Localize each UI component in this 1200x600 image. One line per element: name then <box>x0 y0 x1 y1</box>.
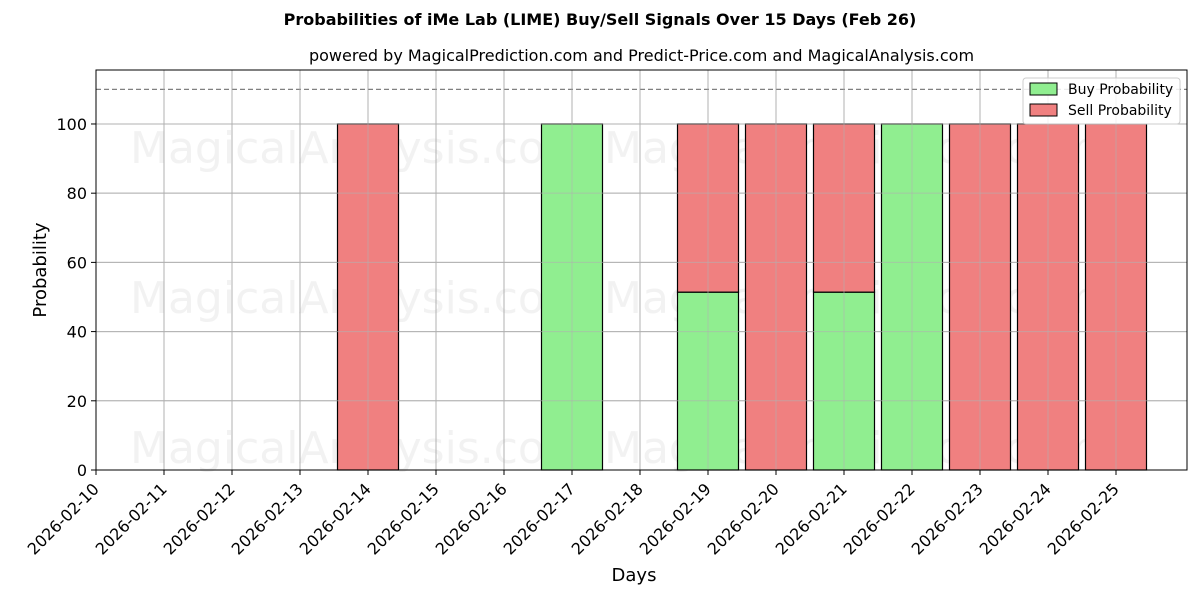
x-axis: 2026-02-102026-02-112026-02-122026-02-13… <box>24 470 1123 559</box>
x-tick-label: 2026-02-20 <box>704 479 783 558</box>
legend-sell-label: Sell Probability <box>1068 103 1172 119</box>
x-tick-label: 2026-02-25 <box>1044 479 1123 558</box>
legend-buy-swatch <box>1029 82 1058 96</box>
y-tick-label: 80 <box>67 184 87 203</box>
y-axis: 0 20 40 60 80 100 <box>56 115 96 480</box>
x-tick-label: 2026-02-15 <box>364 479 443 558</box>
y-tick-label: 0 <box>77 461 87 480</box>
legend: Buy Probability Sell Probability <box>1022 77 1181 125</box>
x-tick-label: 2026-02-19 <box>636 479 715 558</box>
x-tick-label: 2026-02-10 <box>24 479 103 558</box>
legend-sell-swatch <box>1029 103 1058 117</box>
x-tick-label: 2026-02-18 <box>568 479 647 558</box>
y-tick-label: 60 <box>67 253 87 272</box>
x-axis-title: Days <box>612 565 657 586</box>
bars <box>95 70 1187 471</box>
x-tick-label: 2026-02-16 <box>432 479 511 558</box>
x-tick-label: 2026-02-14 <box>296 479 375 558</box>
chart-subtitle: powered by MagicalPrediction.com and Pre… <box>308 46 975 65</box>
x-tick-label: 2026-02-12 <box>160 479 239 558</box>
x-tick-label: 2026-02-17 <box>500 479 579 558</box>
y-tick-label: 20 <box>67 392 87 411</box>
chart-title: Probabilities of iMe Lab (LIME) Buy/Sell… <box>283 10 917 29</box>
y-axis-title: Probability <box>30 222 51 317</box>
x-tick-label: 2026-02-11 <box>92 479 171 558</box>
legend-box <box>1022 77 1181 125</box>
y-tick-label: 40 <box>67 323 87 342</box>
x-tick-label: 2026-02-24 <box>976 479 1055 558</box>
x-tick-label: 2026-02-13 <box>228 479 307 558</box>
x-tick-label: 2026-02-22 <box>840 479 919 558</box>
plot-frame <box>95 69 1188 471</box>
y-tick-label: 100 <box>56 115 87 134</box>
legend-buy-label: Buy Probability <box>1068 82 1173 98</box>
x-tick-label: 2026-02-23 <box>908 479 987 558</box>
x-tick-label: 2026-02-21 <box>772 479 851 558</box>
